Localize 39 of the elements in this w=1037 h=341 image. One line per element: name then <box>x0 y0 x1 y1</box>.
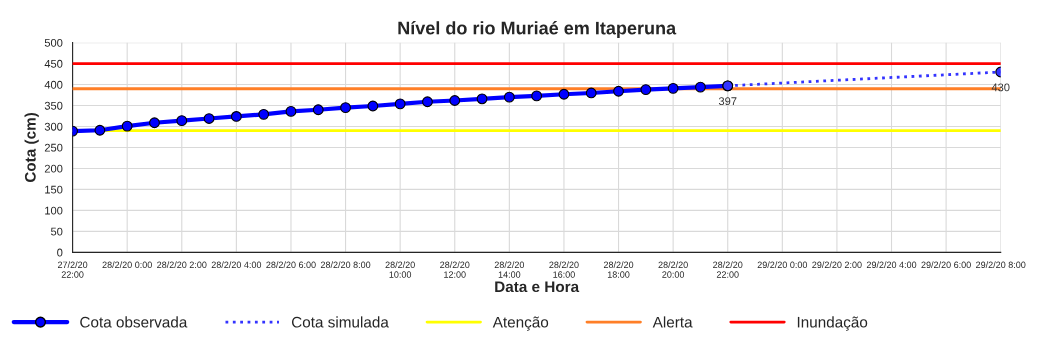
x-tick-label: 28/2/20 22:00 <box>713 261 743 278</box>
data-label: 397 <box>718 97 737 106</box>
legend-label: Atenção <box>492 316 549 331</box>
x-tick-label: 27/2/20 22:00 <box>57 261 88 278</box>
y-tick-label: 50 <box>50 227 63 236</box>
x-tick-label: 28/2/20 6:00 <box>266 261 316 268</box>
x-tick-label: 28/2/20 12:00 <box>440 261 470 278</box>
x-tick-label: 28/2/20 16:00 <box>549 261 579 278</box>
x-axis-title: Data e Hora <box>495 281 580 293</box>
x-tick-label: 28/2/20 14:00 <box>494 261 525 278</box>
x-tick-label: 28/2/20 0:00 <box>102 261 152 268</box>
x-tick-label: 29/2/20 8:00 <box>976 261 1026 268</box>
y-tick-label: 300 <box>44 122 63 131</box>
legend-label: Cota simulada <box>291 316 389 328</box>
y-tick-label: 400 <box>44 80 63 89</box>
y-tick-label: 0 <box>57 248 63 257</box>
x-tick-label: 29/2/20 2:00 <box>812 261 862 268</box>
y-tick-label: 250 <box>44 143 63 152</box>
y-axis-title: Cota (cm) <box>24 113 39 183</box>
y-tick-label: 150 <box>45 185 63 194</box>
x-tick-label: 29/2/20 4:00 <box>866 261 917 268</box>
x-tick-label: 29/2/20 6:00 <box>921 261 971 268</box>
x-tick-label: 28/2/20 2:00 <box>157 261 207 268</box>
legend-label: Alerta <box>652 316 693 328</box>
legend-label: Cota observada <box>80 316 188 328</box>
y-tick-label: 350 <box>44 101 63 110</box>
y-tick-label: 450 <box>44 59 63 68</box>
y-tick-label: 200 <box>44 164 63 173</box>
x-tick-label: 28/2/20 8:00 <box>320 261 371 268</box>
y-tick-label: 100 <box>45 206 63 215</box>
data-label: 430 <box>991 83 1010 92</box>
chart-title: Nível do rio Muriaé em Itaperuna <box>398 21 677 39</box>
x-tick-label: 29/2/20 0:00 <box>757 261 808 268</box>
y-tick-label: 500 <box>44 38 63 47</box>
x-tick-label: 28/2/20 20:00 <box>658 261 688 278</box>
x-tick-label: 28/2/20 18:00 <box>603 261 634 278</box>
legend-label: Inundação <box>797 316 868 331</box>
x-tick-label: 28/2/20 10:00 <box>385 261 415 278</box>
x-tick-label: 28/2/20 4:00 <box>211 261 262 268</box>
